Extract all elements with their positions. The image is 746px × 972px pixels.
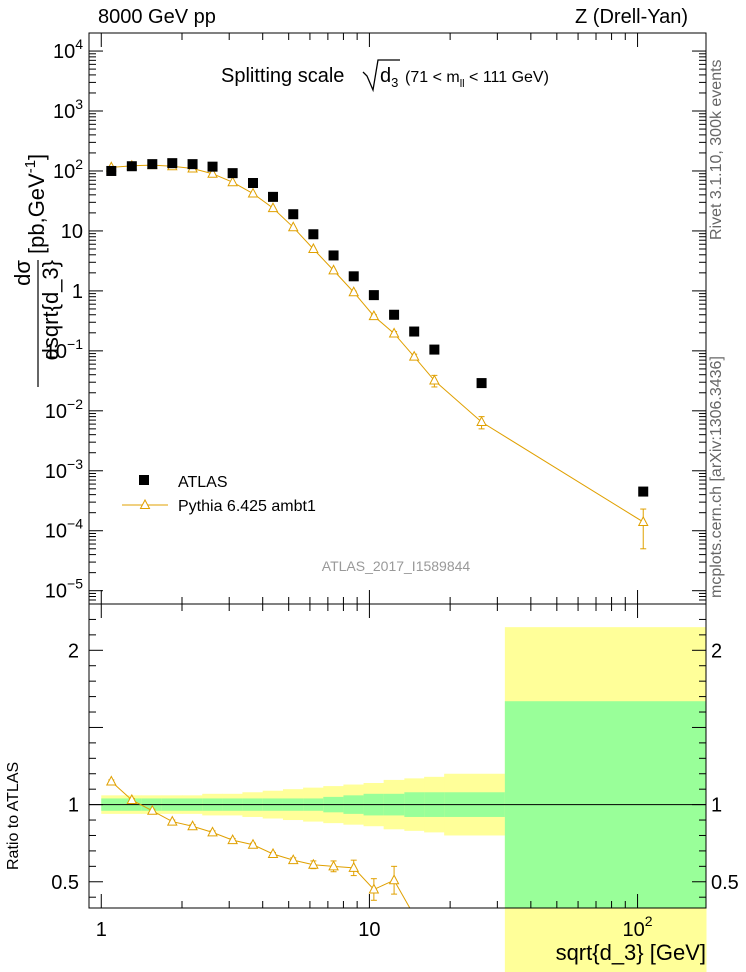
- pythia-point: [388, 327, 400, 338]
- energy-label: 8000 GeV pp: [98, 6, 216, 28]
- watermark: ATLAS_2017_I1589844: [322, 558, 471, 574]
- x-tick-label: 1: [96, 919, 107, 941]
- ratio-series: [105, 775, 419, 920]
- ratio-point: [105, 775, 117, 786]
- legend-atlas-marker: [139, 475, 149, 485]
- ratio-point: [207, 826, 218, 837]
- atlas-point: [389, 309, 400, 320]
- atlas-point: [106, 165, 117, 176]
- atlas-point: [126, 161, 137, 172]
- main-y-tick-label: 10−5: [45, 576, 83, 603]
- x-axis-title: sqrt{d_3} [GeV]: [556, 940, 706, 965]
- chart-title: Splitting scale: [221, 65, 344, 87]
- x-tick-label: 10: [358, 919, 380, 941]
- main-y-tick-label: 104: [53, 36, 83, 63]
- pythia-point: [227, 176, 238, 187]
- ratio-point: [410, 911, 419, 920]
- title-cut: (71 < mll < 111 GeV): [405, 69, 549, 90]
- main-y-tick-label: 1: [72, 281, 83, 303]
- pythia-point: [328, 264, 339, 275]
- atlas-point: [638, 486, 649, 497]
- pythia-point: [247, 187, 259, 198]
- main-y-tick-label: 10−3: [45, 456, 83, 483]
- ratio-point: [146, 804, 158, 815]
- ratio-point: [247, 838, 259, 849]
- ratio-point: [126, 793, 138, 804]
- ratio-point: [328, 860, 339, 871]
- ratio-y-tick-label: 1: [68, 795, 79, 817]
- atlas-point: [268, 191, 279, 202]
- rivet-label: Rivet 3.1.10, 300k events: [708, 59, 725, 240]
- main-y-tick-label: 10−1: [45, 336, 83, 363]
- sqrt-sign: [362, 59, 400, 93]
- ratio-point: [388, 874, 400, 885]
- pythia-point: [207, 167, 218, 178]
- pythia-point: [368, 310, 380, 321]
- ratio-point: [166, 815, 178, 826]
- atlas-point: [308, 229, 319, 240]
- title-formula: d3: [380, 65, 398, 90]
- pythia-point: [348, 286, 360, 297]
- atlas-point: [476, 378, 487, 389]
- pythia-point: [476, 415, 487, 427]
- ratio-y-tick-label: 0.5: [51, 872, 79, 894]
- atlas-point: [348, 271, 359, 282]
- ratio-point: [227, 834, 238, 845]
- y-axis-title-unit: [pb,GeV-1]: [22, 154, 49, 254]
- y-axis-title-numerator: dσ: [10, 260, 35, 286]
- atlas-point: [368, 290, 379, 301]
- atlas-point: [227, 168, 238, 179]
- main-y-tick-label: 10−2: [45, 396, 83, 423]
- atlas-point: [328, 250, 339, 261]
- main-y-tick-label: 10−4: [45, 516, 83, 543]
- ratio-point: [187, 820, 198, 831]
- pythia-point: [408, 350, 420, 361]
- process-label: Z (Drell-Yan): [575, 6, 688, 28]
- y-axis-title: dσ dsqrt{d_3} [pb,GeV-1]: [10, 154, 63, 387]
- atlas-point: [207, 161, 218, 172]
- source-label: mcplots.cern.ch [arXiv:1306.3436]: [708, 356, 725, 598]
- legend-pythia-marker: [139, 498, 151, 509]
- ratio-point: [348, 861, 360, 872]
- ratio-point: [308, 858, 319, 869]
- ratio-point: [287, 854, 299, 865]
- atlas-point: [187, 159, 198, 170]
- ratio-point: [368, 883, 380, 894]
- main-y-tick-label: 102: [53, 156, 83, 183]
- main-y-tick-label: 10: [61, 221, 83, 243]
- atlas-point: [247, 178, 258, 189]
- atlas-point: [429, 344, 440, 355]
- legend-pythia-label: Pythia 6.425 ambt1: [178, 498, 316, 515]
- atlas-point: [288, 209, 299, 220]
- ratio-frame: [88, 603, 707, 909]
- main-y-tick-label: 103: [53, 96, 83, 123]
- ratio-y-tick-label: 2: [68, 640, 79, 662]
- pythia-line: [111, 164, 644, 523]
- ratio-y-tick-label-right: 0.5: [711, 872, 739, 894]
- pythia-point: [637, 515, 649, 526]
- ratio-y-axis-title: Ratio to ATLAS: [5, 762, 22, 870]
- x-tick-label: 102: [623, 913, 653, 941]
- atlas-point: [147, 159, 158, 170]
- ratio-point: [267, 847, 279, 858]
- legend-atlas-label: ATLAS: [178, 474, 228, 491]
- ratio-line: [110, 781, 411, 908]
- y-axis-title-denominator: dsqrt{d_3}: [38, 260, 63, 360]
- pythia-point: [287, 221, 299, 232]
- pythia-point: [267, 202, 279, 213]
- pythia-point: [429, 374, 440, 385]
- ratio-y-tick-label-right: 1: [711, 795, 722, 817]
- ratio-y-tick-label-right: 2: [711, 640, 722, 662]
- atlas-point: [167, 158, 178, 169]
- pythia-point: [308, 242, 319, 253]
- atlas-point: [409, 326, 420, 337]
